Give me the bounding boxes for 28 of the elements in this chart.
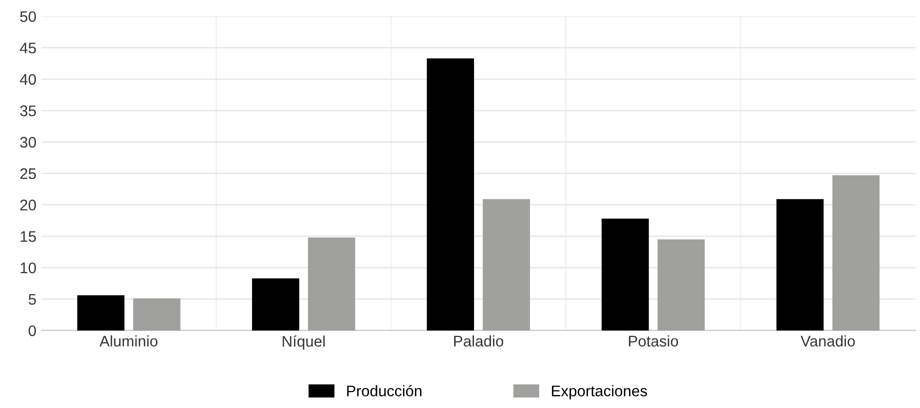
y-tick-label: 35: [20, 105, 36, 116]
y-tick-label: 10: [20, 262, 36, 274]
y-tick-label: 40: [20, 74, 36, 85]
x-tick-label: Potasio: [628, 335, 678, 347]
y-tick-label: 20: [20, 200, 36, 210]
bar: [776, 199, 824, 330]
bar: [77, 295, 124, 330]
bar: [308, 237, 356, 330]
y-tick-label: 50: [20, 11, 36, 22]
y-tick-label: 0: [28, 325, 36, 336]
x-tick-label: Aluminio: [100, 335, 158, 347]
y-tick-label: 30: [20, 136, 36, 148]
y-tick-label: 25: [20, 168, 36, 180]
bar: [658, 239, 705, 330]
bar: [832, 175, 880, 330]
bar: [133, 298, 180, 330]
bar: [482, 199, 530, 330]
y-tick-label: 5: [28, 294, 36, 305]
y-tick-label: 15: [20, 231, 36, 242]
bar: [602, 218, 649, 330]
legend-label: Exportaciones: [552, 385, 647, 400]
bar: [426, 58, 474, 330]
x-tick-label: Paladio: [454, 335, 504, 347]
x-tick-label: Níquel: [282, 335, 325, 350]
x-tick-label: Vanadio: [800, 335, 855, 347]
bar: [252, 278, 300, 330]
legend-label: Producción: [347, 384, 422, 396]
y-tick-label: 45: [20, 42, 36, 54]
